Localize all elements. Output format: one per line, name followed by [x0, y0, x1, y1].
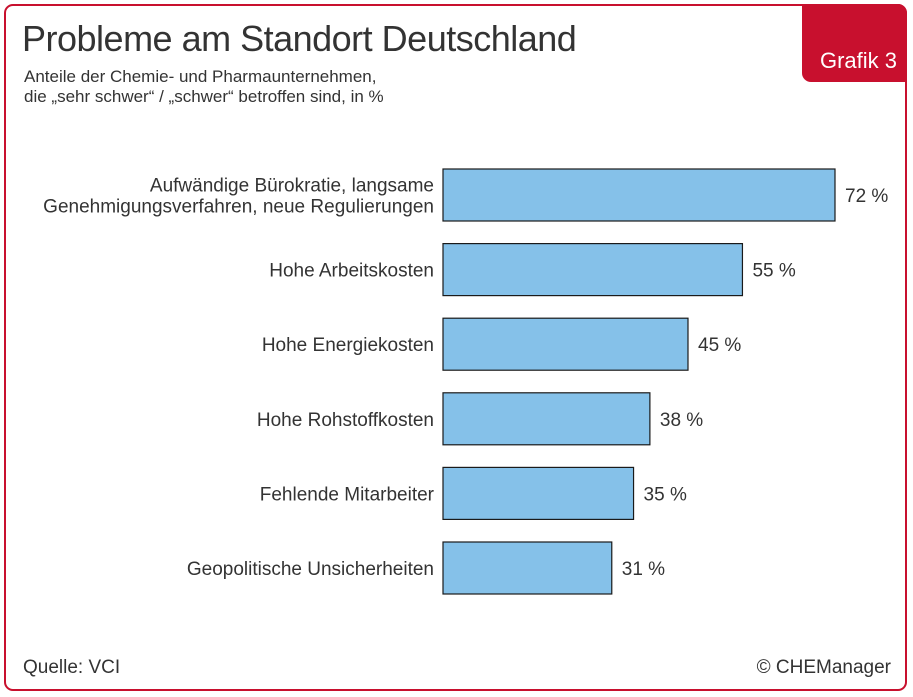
value-label-5: 35 % — [644, 484, 687, 505]
chart-subtitle: Anteile der Chemie- und Pharmaunternehme… — [24, 67, 384, 107]
category-label-5: Fehlende Mitarbeiter — [260, 484, 435, 505]
figure-badge: Grafik 3 — [802, 4, 907, 82]
value-label-6: 31 % — [622, 559, 665, 580]
value-label-3: 45 % — [698, 335, 741, 356]
category-label-4: Hohe Rohstoffkosten — [257, 410, 434, 431]
bar-6 — [442, 541, 613, 595]
bar-2 — [442, 243, 744, 297]
chart-title: Probleme am Standort Deutschland — [22, 18, 577, 59]
category-label-3: Hohe Energiekosten — [262, 335, 434, 356]
copyright-note: © CHEManager — [756, 657, 891, 678]
bar-4 — [442, 392, 651, 446]
category-label-1-line-2: Genehmigungsverfahren, neue Regulierunge… — [43, 197, 434, 218]
bar-3 — [442, 317, 689, 371]
category-label-2: Hohe Arbeitskosten — [269, 261, 434, 282]
chart-subtitle-line-2: die „sehr schwer“ / „schwer“ betroffen s… — [24, 87, 384, 106]
value-label-2: 55 % — [752, 261, 795, 282]
bar-1 — [442, 168, 836, 222]
chart-subtitle-line-1: Anteile der Chemie- und Pharmaunternehme… — [24, 67, 377, 86]
source-note: Quelle: VCI — [23, 657, 121, 678]
bar-5 — [442, 466, 635, 520]
category-label-6: Geopolitische Unsicherheiten — [187, 559, 434, 580]
figure-badge-label: Grafik 3 — [819, 48, 897, 73]
chart-frame — [4, 4, 907, 691]
category-label-1-line-1: Aufwändige Bürokratie, langsame — [150, 176, 434, 197]
value-label-1: 72 % — [845, 186, 888, 207]
value-label-4: 38 % — [660, 410, 703, 431]
